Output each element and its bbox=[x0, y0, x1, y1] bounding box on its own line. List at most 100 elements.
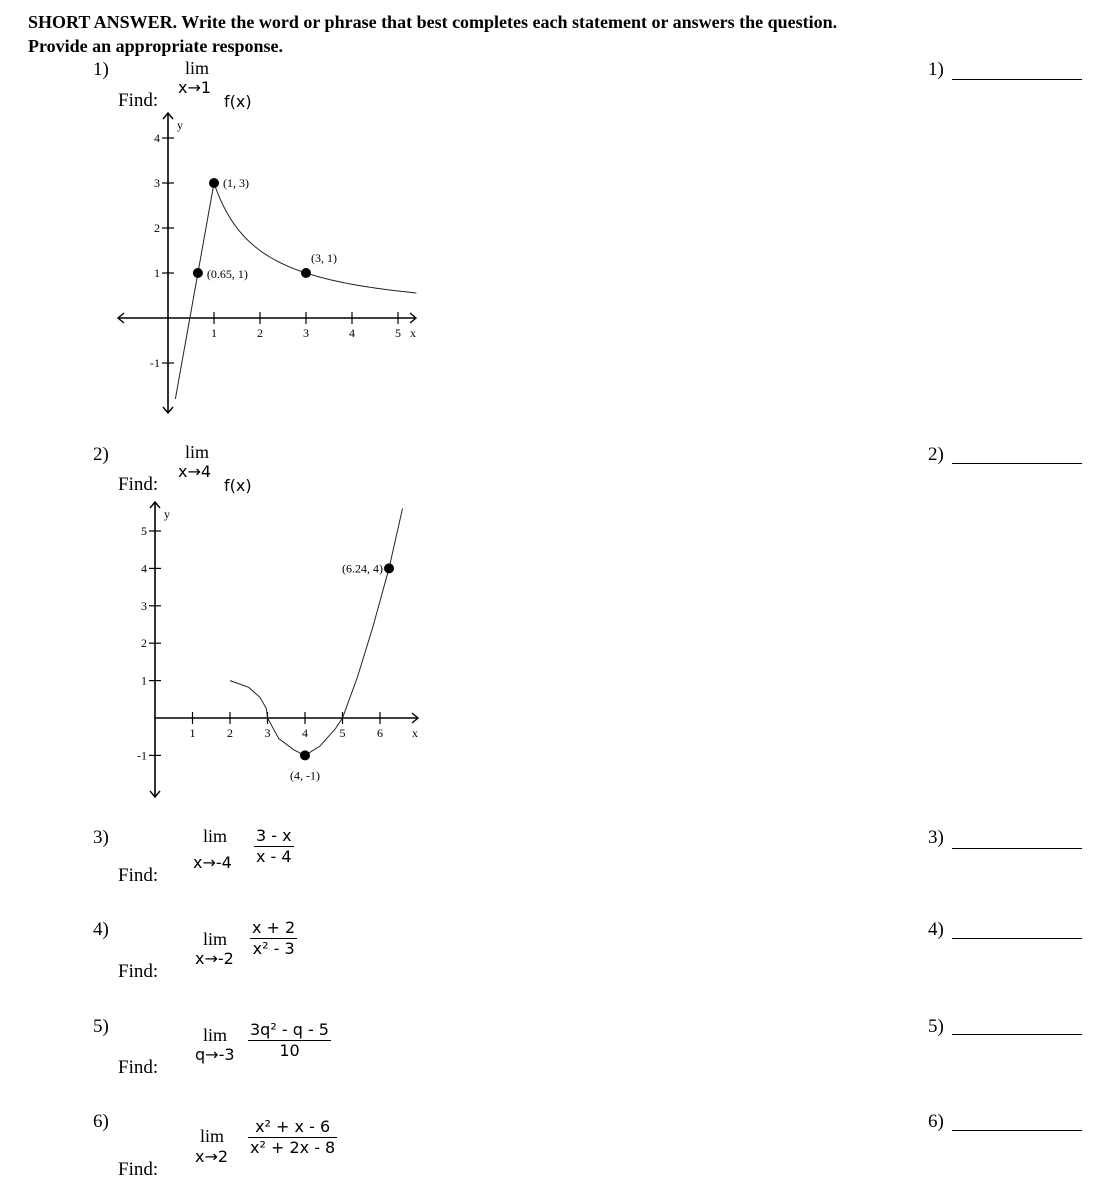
y-tick-label: 3 bbox=[154, 176, 160, 190]
answer-2-blank[interactable] bbox=[952, 462, 1082, 464]
problem-6-fraction: x² + x - 6 x² + 2x - 8 bbox=[248, 1117, 338, 1158]
curve-segment bbox=[213, 182, 417, 294]
problem-5-find: Find: bbox=[118, 1057, 159, 1078]
point-label: (0.65, 1) bbox=[207, 267, 248, 281]
problem-2-lim: lim bbox=[185, 442, 210, 462]
problem-5-fraction: 3q² - q - 5 10 bbox=[248, 1020, 331, 1061]
problem-4-lim: lim bbox=[203, 929, 228, 949]
problem-4-find: Find: bbox=[118, 961, 159, 982]
numerator: x² + x - 6 bbox=[255, 1117, 331, 1136]
problem-1-lim: lim bbox=[185, 58, 210, 78]
y-tick-label: 1 bbox=[154, 266, 160, 280]
problem-5-lim: lim bbox=[203, 1025, 228, 1045]
y-axis-down-arrow-icon bbox=[162, 406, 174, 415]
x-axis-left-arrow-icon bbox=[116, 312, 125, 324]
problem-2-find: Find: bbox=[118, 474, 159, 495]
problem-2-approach: x→4 bbox=[178, 462, 212, 481]
y-axis-label: y bbox=[164, 507, 170, 521]
point-marker bbox=[192, 268, 203, 278]
problem-3-lim: lim bbox=[203, 826, 228, 846]
point-label: (4, -1) bbox=[290, 768, 320, 782]
denominator: x² + 2x - 8 bbox=[248, 1137, 338, 1157]
point-marker bbox=[384, 563, 394, 574]
y-axis-down-arrow-icon bbox=[149, 790, 161, 799]
x-tick-label: 2 bbox=[257, 326, 263, 340]
answer-6-blank[interactable] bbox=[952, 1129, 1082, 1131]
y-axis-label: y bbox=[177, 118, 183, 132]
x-axis-arrow-icon bbox=[411, 712, 420, 724]
numerator: 3q² - q - 5 bbox=[250, 1020, 329, 1039]
problem-5-approach: q→-3 bbox=[195, 1045, 235, 1064]
x-tick-label: 5 bbox=[340, 726, 346, 740]
problem-3-number: 3) bbox=[93, 827, 109, 848]
problem-4-approach: x→-2 bbox=[195, 949, 234, 968]
point-marker bbox=[301, 268, 311, 278]
answer-4-label: 4) bbox=[928, 919, 944, 940]
answer-3-blank[interactable] bbox=[952, 847, 1082, 849]
y-tick-label: 2 bbox=[141, 636, 147, 650]
y-tick-label: 4 bbox=[141, 561, 147, 575]
x-tick-label: 5 bbox=[395, 326, 401, 340]
problem-2-expr: f(x) bbox=[224, 476, 252, 495]
denominator: x - 4 bbox=[254, 846, 294, 866]
point-marker bbox=[300, 750, 310, 761]
point-label: (1, 3) bbox=[223, 176, 249, 190]
curve-segment bbox=[229, 680, 306, 756]
curve-segment bbox=[304, 508, 403, 756]
y-tick-label: -1 bbox=[137, 748, 147, 762]
problem-1-approach: x→1 bbox=[178, 78, 212, 97]
answer-2-label: 2) bbox=[928, 444, 944, 465]
x-axis-label: x bbox=[410, 326, 416, 340]
problem-4-fraction: x + 2 x² - 3 bbox=[250, 918, 298, 959]
instructions-line-1: SHORT ANSWER. Write the word or phrase t… bbox=[28, 12, 838, 32]
instructions-line-2: Provide an appropriate response. bbox=[28, 36, 284, 56]
problem-6-approach: x→2 bbox=[195, 1147, 229, 1166]
x-tick-label: 4 bbox=[349, 326, 355, 340]
y-tick-label: 5 bbox=[141, 524, 147, 538]
x-tick-label: 3 bbox=[265, 726, 271, 740]
x-tick-label: 2 bbox=[227, 726, 233, 740]
problem-6-find: Find: bbox=[118, 1159, 159, 1180]
x-tick-label: 4 bbox=[302, 726, 308, 740]
point-label: (6.24, 4) bbox=[342, 561, 383, 575]
x-tick-label: 6 bbox=[377, 726, 383, 740]
x-tick-label: 1 bbox=[211, 326, 217, 340]
y-tick-label: 1 bbox=[141, 674, 147, 688]
x-axis-label: x bbox=[412, 726, 418, 740]
problem-1-expr: f(x) bbox=[224, 92, 252, 111]
problem-4-number: 4) bbox=[93, 919, 109, 940]
answer-3-label: 3) bbox=[928, 827, 944, 848]
y-axis-arrow-icon bbox=[149, 500, 161, 509]
answer-5-label: 5) bbox=[928, 1016, 944, 1037]
x-tick-label: 3 bbox=[303, 326, 309, 340]
denominator: x² - 3 bbox=[250, 938, 298, 959]
answer-1-label: 1) bbox=[928, 59, 944, 80]
answer-6-label: 6) bbox=[928, 1111, 944, 1132]
problem-1-number: 1) bbox=[93, 59, 109, 80]
problem-3-approach: x→-4 bbox=[193, 853, 232, 872]
y-tick-label: 4 bbox=[154, 131, 160, 145]
y-tick-label: 2 bbox=[154, 221, 160, 235]
y-tick-label: 3 bbox=[141, 599, 147, 613]
answer-5-blank[interactable] bbox=[952, 1033, 1082, 1035]
denominator: 10 bbox=[248, 1040, 331, 1061]
point-label: (3, 1) bbox=[311, 251, 337, 265]
numerator: 3 - x bbox=[256, 826, 292, 845]
answer-4-blank[interactable] bbox=[952, 937, 1082, 939]
problem-6-lim: lim bbox=[200, 1126, 225, 1146]
problem-1-find: Find: bbox=[118, 90, 159, 111]
problem-5-number: 5) bbox=[93, 1016, 109, 1037]
problem-3-find: Find: bbox=[118, 865, 159, 886]
answer-1-blank[interactable] bbox=[952, 78, 1082, 80]
point-marker bbox=[209, 178, 219, 188]
problem-6-number: 6) bbox=[93, 1111, 109, 1132]
x-axis-arrow-icon bbox=[409, 312, 418, 324]
y-tick-label: -1 bbox=[150, 356, 160, 370]
numerator: x + 2 bbox=[252, 918, 296, 937]
x-tick-label: 1 bbox=[190, 726, 196, 740]
problem-3-fraction: 3 - x x - 4 bbox=[254, 826, 294, 867]
y-axis-arrow-icon bbox=[162, 111, 174, 120]
problem-2-number: 2) bbox=[93, 444, 109, 465]
